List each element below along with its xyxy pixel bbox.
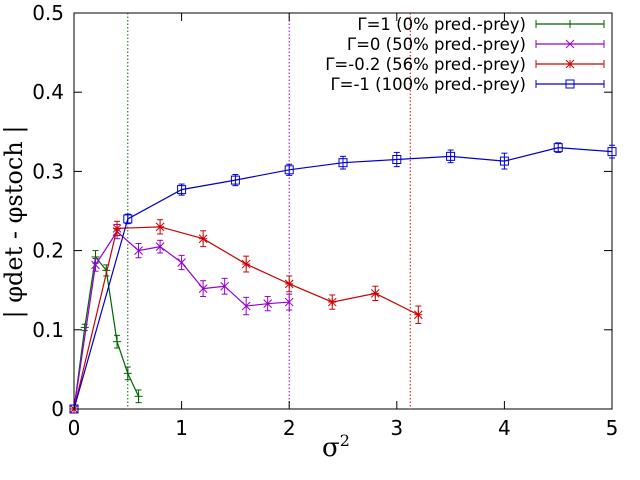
data-point-x xyxy=(198,284,208,293)
marker-stroke xyxy=(565,39,575,49)
data-point-square xyxy=(607,147,617,157)
marker-stroke xyxy=(155,242,165,251)
data-point-x xyxy=(155,242,165,251)
marker-stroke xyxy=(284,297,294,307)
y-tick-label: 0.5 xyxy=(32,1,64,25)
marker-square xyxy=(553,143,563,153)
marker-stroke xyxy=(284,279,294,289)
data-point-x xyxy=(177,258,186,267)
data-point-square xyxy=(230,175,240,185)
y-tick-label: 0 xyxy=(51,397,64,421)
legend-label: Γ=-1 (100% pred.-prey) xyxy=(330,75,526,94)
data-point-x xyxy=(565,39,575,49)
x-tick-label: 3 xyxy=(390,416,403,440)
data-point-star xyxy=(565,59,575,69)
data-point-star xyxy=(241,259,251,269)
data-point-square xyxy=(499,156,509,166)
marker-stroke xyxy=(413,310,423,320)
series-line xyxy=(73,226,419,410)
data-point-x xyxy=(284,297,294,307)
data-point-star xyxy=(198,234,208,244)
data-point-x xyxy=(263,299,273,309)
plot-frame xyxy=(73,12,613,410)
marker-square xyxy=(446,151,456,161)
x-axis-title-superscript: 2 xyxy=(340,431,350,450)
marker-stroke xyxy=(198,284,208,293)
marker-square xyxy=(499,156,509,166)
marker-square xyxy=(565,79,575,89)
series-line xyxy=(73,255,140,410)
data-point-plus xyxy=(134,392,143,401)
x-tick-label: 5 xyxy=(606,416,619,440)
data-point-x xyxy=(134,246,143,255)
series-4 xyxy=(69,142,617,414)
y-tick-label: 0.1 xyxy=(32,318,64,342)
x-tick-label: 2 xyxy=(283,416,296,440)
marker-square xyxy=(123,214,133,224)
data-point-star xyxy=(370,289,380,298)
data-point-star xyxy=(327,297,337,307)
data-point-square xyxy=(338,158,348,168)
series-line xyxy=(73,147,613,410)
marker-stroke xyxy=(155,222,165,232)
data-point-plus xyxy=(80,323,89,332)
data-point-x xyxy=(241,301,251,311)
data-point-star xyxy=(155,222,165,232)
y-axis-title: | φdet - φstoch | xyxy=(0,126,29,319)
legend-entry: Γ=1 (0% pred.-prey) xyxy=(357,15,605,34)
marker-stroke xyxy=(565,59,575,69)
y-tick-label: 0.2 xyxy=(32,239,64,263)
x-tick-label: 1 xyxy=(175,416,188,440)
marker-square xyxy=(392,155,402,165)
marker-square xyxy=(284,165,294,175)
marker-stroke xyxy=(220,281,229,291)
marker-stroke xyxy=(91,260,100,270)
marker-stroke xyxy=(198,234,208,244)
data-point-square xyxy=(284,165,294,175)
data-point-square xyxy=(553,143,563,153)
data-point-plus xyxy=(123,369,132,378)
data-point-square xyxy=(565,79,575,89)
marker-stroke xyxy=(370,289,380,298)
data-point-star xyxy=(284,279,294,289)
marker-square xyxy=(230,175,240,185)
data-point-square xyxy=(177,185,187,195)
x-axis-title: σ2 xyxy=(322,431,350,463)
data-point-plus xyxy=(566,20,574,28)
marker-square xyxy=(177,185,187,195)
legend-entry: Γ=-0.2 (56% pred.-prey) xyxy=(325,55,605,74)
marker-stroke xyxy=(177,258,186,267)
marker-square xyxy=(338,158,348,168)
marker-square xyxy=(607,147,617,157)
data-point-star xyxy=(413,310,423,320)
y-tick-label: 0.4 xyxy=(32,80,64,104)
marker-stroke xyxy=(112,224,122,233)
marker-stroke xyxy=(241,259,251,269)
data-point-square xyxy=(392,155,402,165)
series-3 xyxy=(69,219,423,414)
legend-label: Γ=1 (0% pred.-prey) xyxy=(357,15,526,34)
legend-entry: Γ=-1 (100% pred.-prey) xyxy=(330,75,605,94)
x-axis-title-base: σ xyxy=(322,433,340,463)
x-tick-label: 0 xyxy=(68,416,81,440)
marker-stroke xyxy=(134,246,143,255)
x-tick-label: 4 xyxy=(498,416,511,440)
data-point-square xyxy=(446,151,456,161)
data-point-star xyxy=(112,224,122,233)
series-2 xyxy=(69,223,294,414)
marker-stroke xyxy=(241,301,251,311)
legend-entry: Γ=0 (50% pred.-prey) xyxy=(347,35,605,54)
data-point-x xyxy=(220,281,229,291)
marker-stroke xyxy=(327,297,337,307)
data-point-square xyxy=(123,214,133,224)
legend-label: Γ=0 (50% pred.-prey) xyxy=(347,35,526,54)
legend-label: Γ=-0.2 (56% pred.-prey) xyxy=(325,55,526,74)
marker-stroke xyxy=(263,299,273,309)
data-point-x xyxy=(91,260,100,270)
y-tick-label: 0.3 xyxy=(32,159,64,183)
data-point-plus xyxy=(113,337,122,346)
